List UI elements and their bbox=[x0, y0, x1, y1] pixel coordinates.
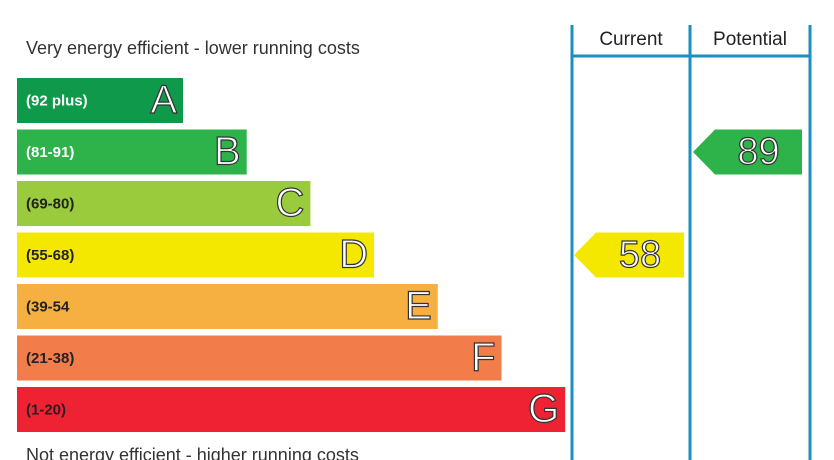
column-header: Potential bbox=[713, 29, 787, 50]
rating-arrow bbox=[693, 129, 802, 175]
band-bar bbox=[17, 232, 375, 278]
band-bar bbox=[17, 78, 183, 123]
rating-value: 58 bbox=[619, 234, 661, 276]
top-note: Very energy efficient - lower running co… bbox=[26, 38, 360, 58]
band-range: (1-20) bbox=[26, 401, 66, 418]
band-range: (39-54 bbox=[26, 298, 70, 315]
band-letter: G bbox=[528, 387, 559, 431]
band-range: (55-68) bbox=[26, 247, 74, 264]
band-range: (92 plus) bbox=[26, 92, 88, 109]
band-bar bbox=[17, 387, 566, 432]
band-letter: F bbox=[471, 336, 495, 380]
band-bar bbox=[17, 335, 502, 381]
rating-arrow bbox=[574, 232, 684, 278]
band-range: (69-80) bbox=[26, 195, 74, 212]
band-bar bbox=[17, 129, 247, 175]
band-range: (21-38) bbox=[26, 350, 74, 367]
column-header: Current bbox=[599, 29, 663, 50]
band-letter: B bbox=[214, 130, 241, 174]
band-letter: D bbox=[339, 233, 368, 277]
band-letter: E bbox=[405, 284, 432, 328]
band-bar bbox=[17, 284, 438, 329]
rating-value: 89 bbox=[737, 131, 779, 173]
band-letter: A bbox=[150, 78, 177, 122]
band-letter: C bbox=[276, 181, 305, 225]
column-frame bbox=[570, 25, 812, 460]
band-bar bbox=[17, 181, 311, 226]
band-range: (81-91) bbox=[26, 144, 74, 161]
bottom-note: Not energy efficient - higher running co… bbox=[26, 445, 359, 460]
